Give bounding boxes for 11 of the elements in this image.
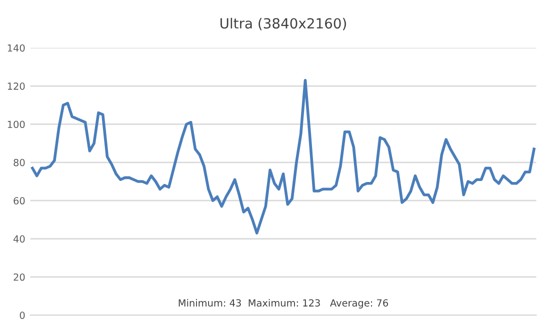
annotation: Minimum: 43 Maximum: 123 Average: 76 xyxy=(178,299,388,308)
y-tick-label: 140 xyxy=(8,44,25,52)
y-tick-label: 40 xyxy=(13,235,25,243)
y-tick-label: 20 xyxy=(14,273,25,281)
y-tick-label: 100 xyxy=(8,120,25,128)
y-tick-label: 60 xyxy=(14,197,25,204)
chart-title: Ultra (3840x2160) xyxy=(220,18,346,30)
line-series xyxy=(31,78,536,234)
y-tick-label: 120 xyxy=(8,82,25,90)
y-tick-label: 80 xyxy=(14,158,25,166)
y-tick-label: 0 xyxy=(20,312,25,319)
